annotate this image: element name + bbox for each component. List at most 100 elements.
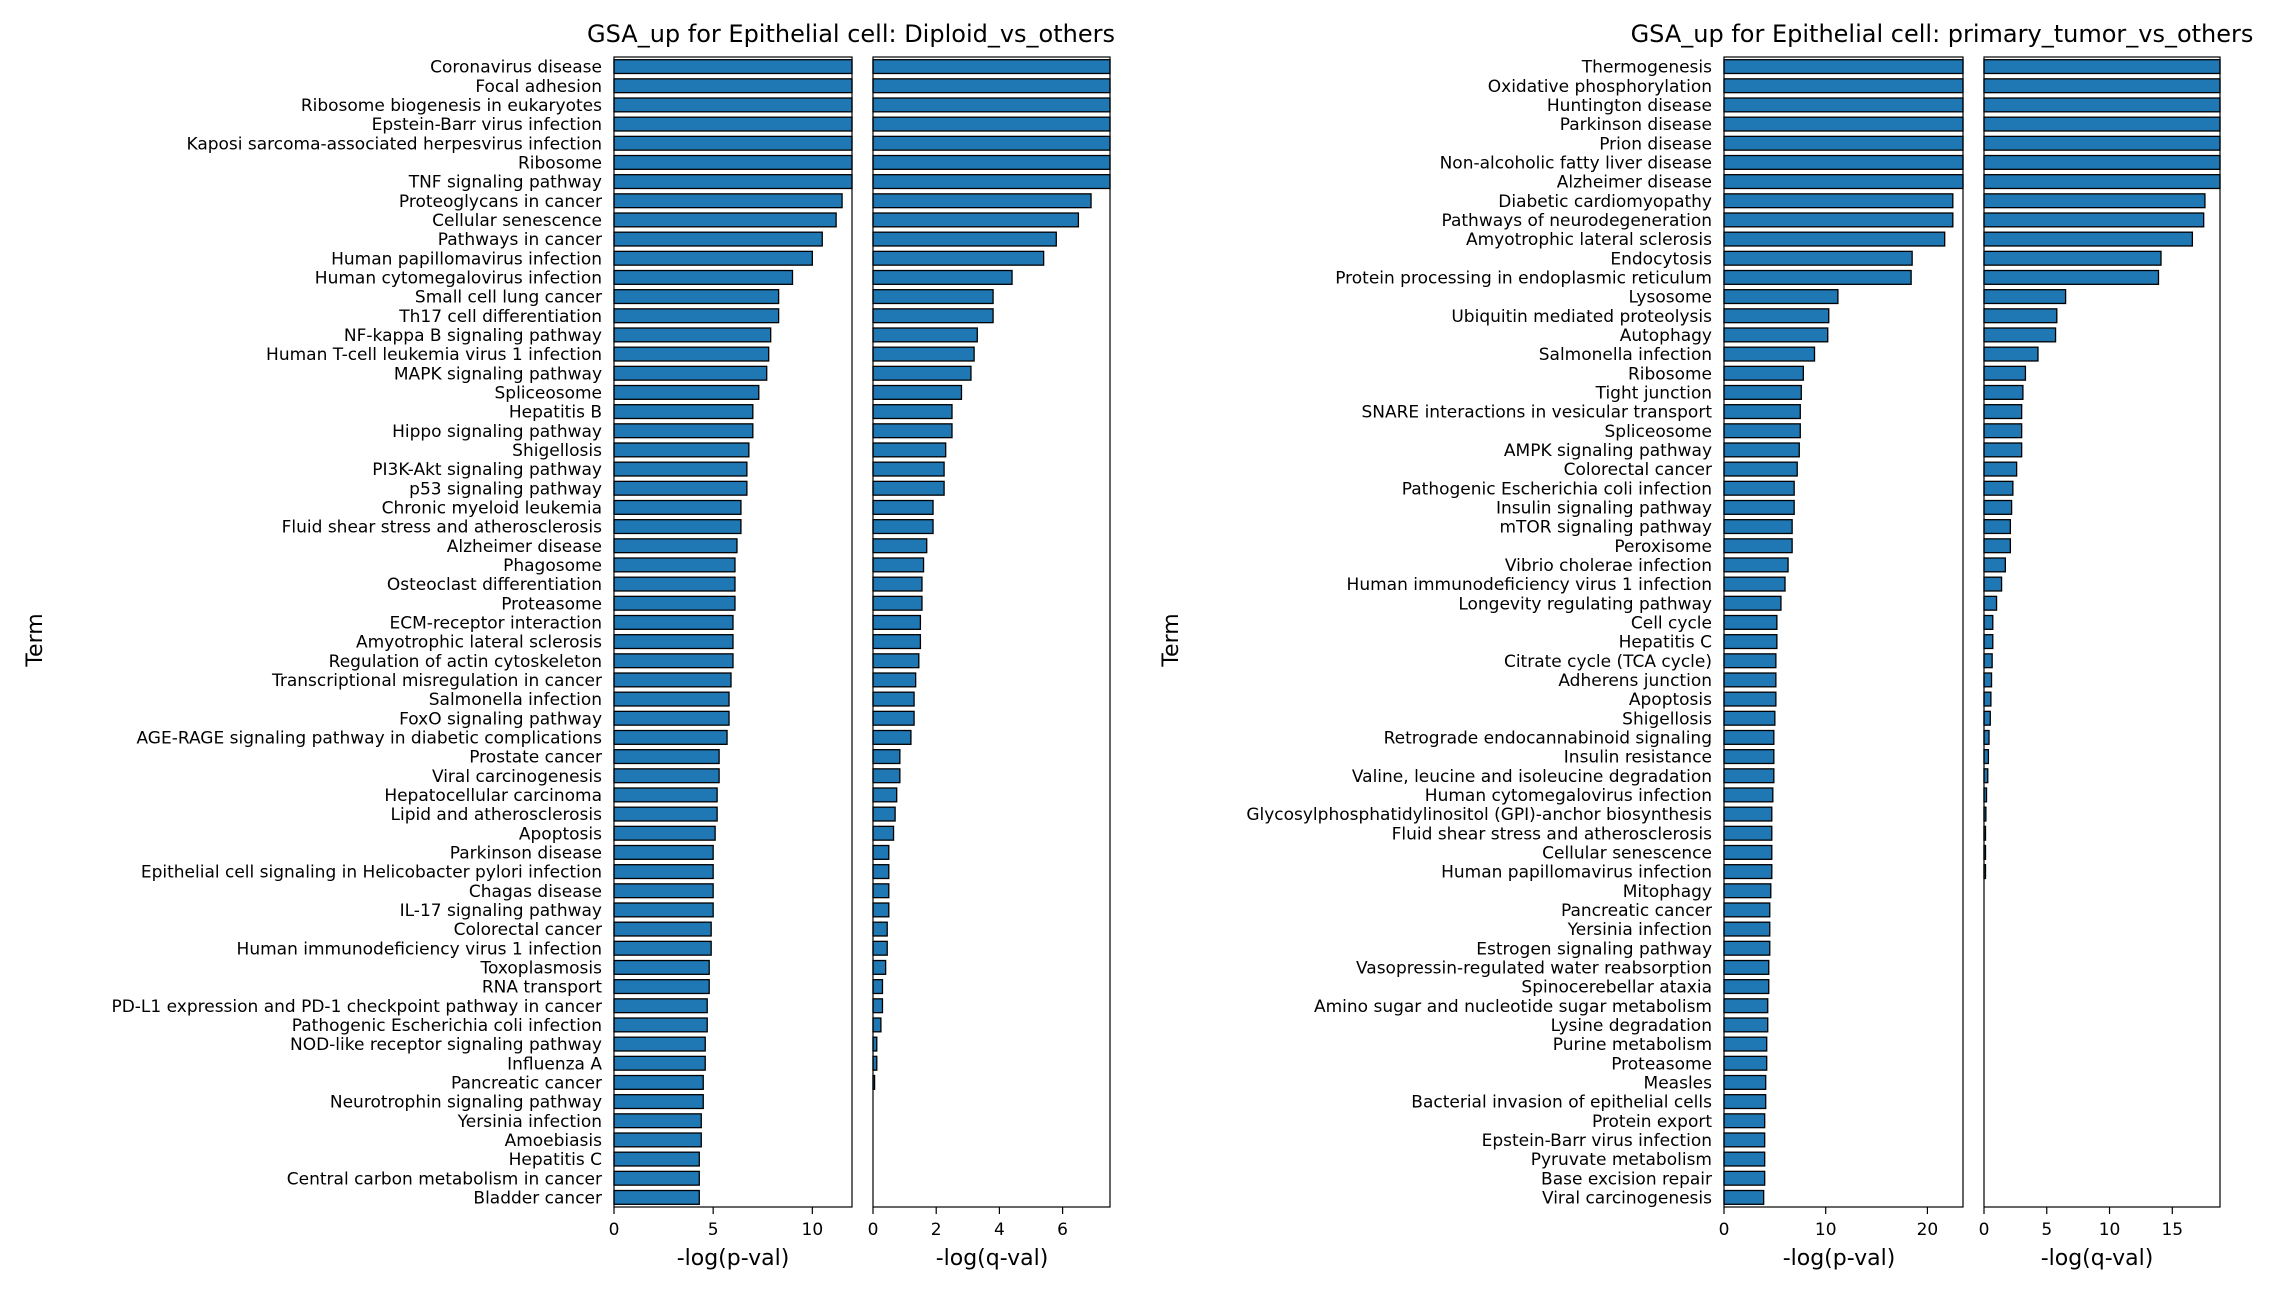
panel-diploid-vs-others: GSA_up for Epithelial cell: Diploid_vs_o… [23,20,1115,1271]
bar [613,193,843,209]
bar [613,1170,700,1186]
bar [1983,499,2013,515]
bar [1983,250,2162,266]
bar [1723,327,1829,343]
term-label: Bladder cancer [473,1188,602,1208]
term-label: Cell cycle [1631,613,1712,633]
bar-subplot-pval: 0 5 10 [609,56,853,1240]
bar [613,921,712,937]
term-label: Fluid shear stress and atherosclerosis [1392,824,1713,844]
bar [1723,902,1771,918]
bar [872,499,934,515]
bar [872,59,1111,75]
term-label: Longevity regulating pathway [1458,594,1712,614]
term-label: FoxO signaling pathway [399,709,602,729]
bar [872,691,915,707]
term-label: Hippo signaling pathway [392,422,602,442]
bar [1723,116,1964,132]
bar-subplot-pval: 0 10 20 [1719,56,1964,1240]
bar [1723,749,1775,765]
bar [1723,1113,1766,1129]
bar [872,634,922,650]
bar [1723,1017,1769,1033]
bar [1723,1132,1766,1148]
bar [1723,365,1804,381]
bar [613,250,813,266]
term-label: Regulation of actin cytoskeleton [329,652,602,672]
term-label: Human cytomegalovirus infection [315,268,602,288]
bar [1723,557,1789,573]
term-label: Phagosome [503,556,602,576]
term-label: Prion disease [1599,134,1712,154]
term-label: Huntington disease [1547,96,1712,116]
bar [613,1036,706,1052]
term-label: Thermogenesis [1581,58,1712,78]
term-label: NOD-like receptor signaling pathway [290,1035,602,1055]
bar [613,1113,702,1129]
term-label: Vibrio cholerae infection [1505,556,1712,576]
term-label: Alzheimer disease [1557,173,1712,193]
x-axis-label-qval: -log(q-val) [2041,1246,2154,1271]
term-label: Proteoglycans in cancer [399,192,602,212]
term-label: Adherens junction [1558,671,1712,691]
term-label: Oxidative phosphorylation [1488,77,1712,97]
bar-subplot-qval: 0 2 4 6 [868,56,1111,1240]
bar [872,384,963,400]
bar [1723,653,1777,669]
term-label: Spinocerebellar ataxia [1521,978,1712,998]
x-tick-label: 0 [1719,1220,1730,1240]
panel-title: GSA_up for Epithelial cell: Diploid_vs_o… [587,20,1115,48]
bar [1723,154,1964,170]
bar [1723,710,1776,726]
bar [872,787,898,803]
term-label: Lipid and atherosclerosis [391,805,603,825]
x-tick-label: 0 [868,1220,879,1240]
bar [1723,864,1773,880]
bar [1723,97,1964,113]
bar [872,269,1013,285]
bar [872,308,994,324]
term-label: ECM-receptor interaction [390,613,602,633]
bar [872,116,1111,132]
term-label: Salmonella infection [1539,345,1712,365]
term-label: Epstein-Barr virus infection [1482,1131,1712,1151]
bar [1723,595,1782,611]
term-label: Amoebiasis [505,1131,603,1151]
bar [872,78,1111,94]
term-label: Measles [1644,1073,1713,1093]
bar [1723,269,1912,285]
term-label: Citrate cycle (TCA cycle) [1504,652,1712,672]
term-label: p53 signaling pathway [409,479,602,499]
term-label: Parkinson disease [1560,115,1712,135]
bar [613,940,712,956]
bar [613,59,853,75]
bar [1723,346,1816,362]
bar [613,1074,704,1090]
term-label: Epstein-Barr virus infection [372,115,602,135]
bar [613,595,736,611]
bar [613,384,760,400]
bar [1983,384,2024,400]
bar [613,423,754,439]
bar [613,979,710,995]
bar [872,883,890,899]
bar [1983,519,2012,535]
bar [1983,135,2221,151]
term-label: Apoptosis [1629,690,1712,710]
bar [613,365,768,381]
term-label: Pathogenic Escherichia coli infection [1402,479,1712,499]
bar [872,902,890,918]
bar [613,1151,700,1167]
term-label: Transcriptional misregulation in cancer [271,671,602,691]
bar [1983,423,2023,439]
term-label: Central carbon metabolism in cancer [287,1169,602,1189]
x-tick-label: 2 [931,1220,942,1240]
bar [1723,768,1775,784]
term-label: Viral carcinogenesis [432,767,602,787]
bar [872,959,887,975]
term-label: Shigellosis [512,441,602,461]
bar [1723,404,1801,420]
bar [1983,327,2057,343]
panel-title: GSA_up for Epithelial cell: primary_tumo… [1631,20,2254,48]
term-label: Human papillomavirus infection [331,249,602,269]
